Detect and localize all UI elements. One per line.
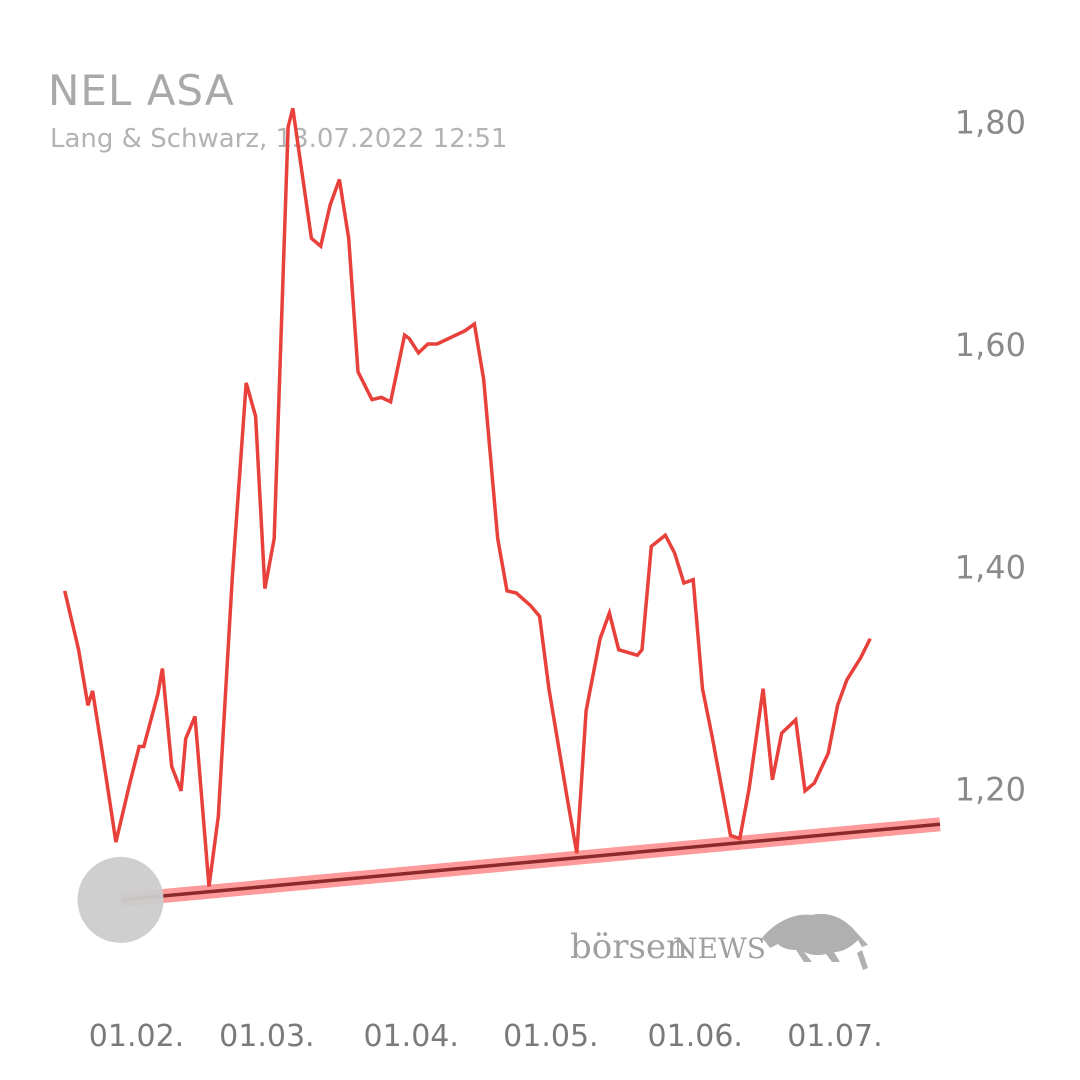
brand-name-part2: NEWS	[673, 932, 766, 965]
y-axis: 1,20 1,40 1,60 1,80	[955, 104, 1026, 809]
x-tick-label: 01.04.	[363, 1019, 458, 1054]
price-series-group	[62, 107, 872, 887]
trendline-anchor-marker	[77, 856, 164, 943]
trendline	[120, 822, 941, 902]
y-tick-label: 1,60	[955, 326, 1026, 364]
x-tick-label: 01.07.	[787, 1019, 882, 1054]
y-tick-label: 1,40	[955, 548, 1026, 586]
trendline-group	[77, 817, 941, 943]
brand-name-part1: börsen	[570, 927, 688, 967]
x-axis: 01.02. 01.03. 01.04. 01.05. 01.06. 01.07.	[89, 1019, 883, 1054]
price-series-line	[62, 107, 872, 887]
y-tick-label: 1,20	[955, 771, 1026, 809]
boersennews-watermark: börsen NEWS	[570, 913, 868, 970]
x-tick-label: 01.05.	[503, 1019, 598, 1054]
chart-title: NEL ASA	[48, 66, 235, 115]
x-tick-label: 01.02.	[89, 1019, 184, 1054]
bull-icon	[762, 913, 868, 970]
chart-subtitle: Lang & Schwarz, 13.07.2022 12:51	[50, 124, 508, 154]
x-tick-label: 01.06.	[648, 1019, 743, 1054]
x-tick-label: 01.03.	[219, 1019, 314, 1054]
y-tick-label: 1,80	[955, 104, 1026, 142]
